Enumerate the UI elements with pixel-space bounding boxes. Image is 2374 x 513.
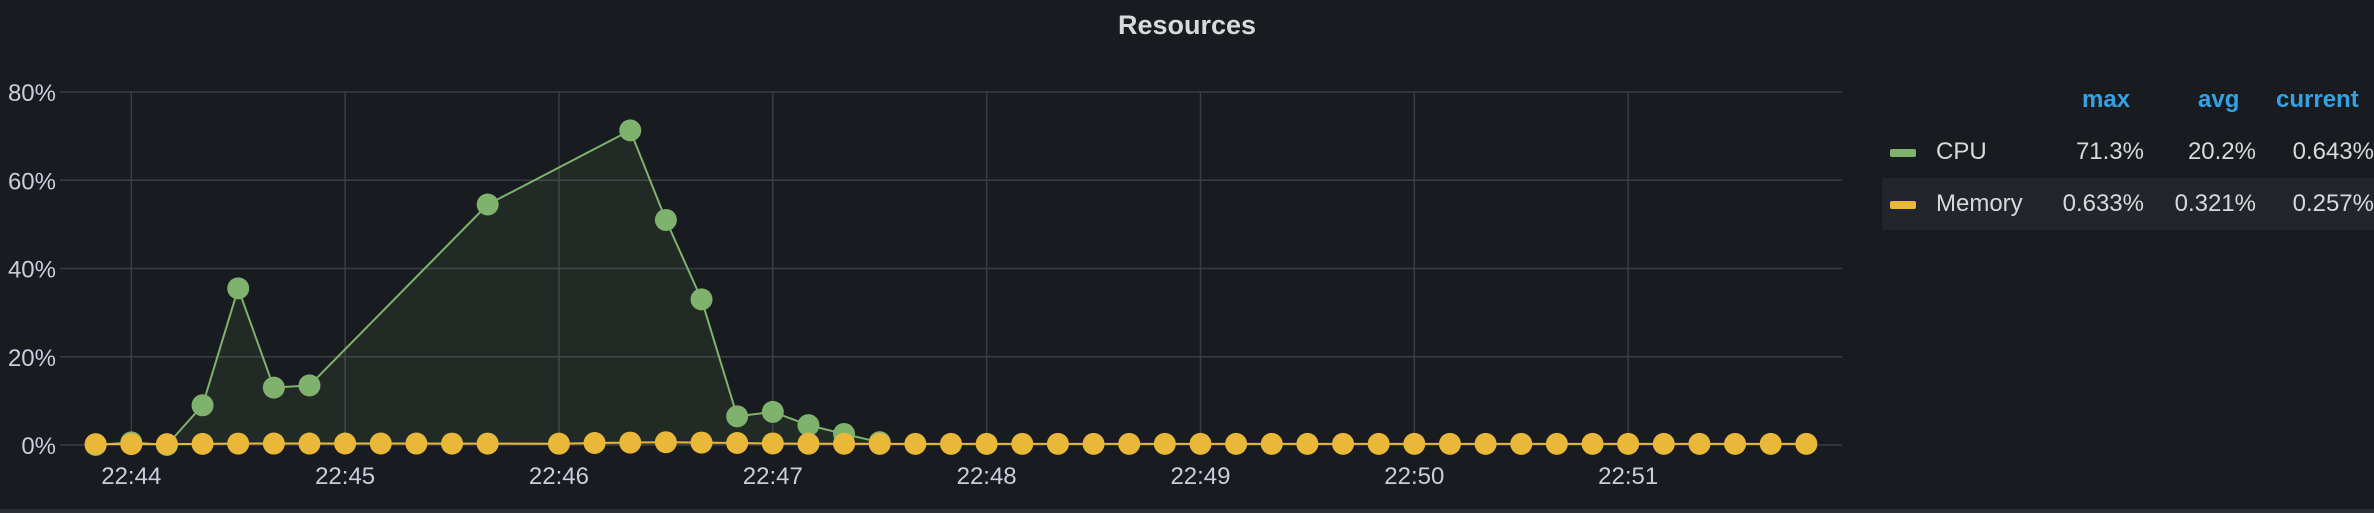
cpu-point: [690, 288, 713, 311]
memory-point: [191, 432, 214, 455]
y-tick-label: 40%: [8, 257, 56, 284]
panel-bottom-border: [0, 509, 2374, 513]
panel-title: Resources: [1117, 10, 1257, 40]
y-tick-label: 0%: [21, 433, 56, 460]
memory-point: [120, 433, 143, 456]
memory-point: [761, 432, 784, 455]
memory-point: [1046, 432, 1069, 455]
legend-header: max avg current: [1882, 86, 2374, 126]
x-tick-label: 22:48: [957, 463, 1017, 490]
memory-point: [441, 432, 464, 455]
memory-point: [1545, 432, 1568, 455]
memory-point: [1296, 432, 1319, 455]
legend-row-cpu[interactable]: CPU 71.3% 20.2% 0.643%: [1882, 126, 2374, 178]
cpu-point: [619, 119, 642, 142]
y-axis-ticks: 0% 20% 40% 60% 80%: [8, 80, 56, 460]
legend-value-max: 71.3%: [2075, 138, 2144, 165]
cpu-point: [654, 208, 677, 231]
legend-value-max: 0.633%: [2062, 190, 2144, 217]
memory-point: [84, 433, 107, 456]
x-tick-label: 22:44: [101, 463, 161, 490]
memory-point: [726, 432, 749, 455]
x-tick-label: 22:50: [1384, 463, 1444, 490]
memory-point: [654, 431, 677, 454]
grid: [60, 91, 1842, 446]
memory-point: [262, 432, 285, 455]
cpu-point: [726, 405, 749, 428]
legend-value-avg: 0.321%: [2174, 190, 2256, 217]
memory-point: [797, 432, 820, 455]
memory-point: [1581, 432, 1604, 455]
memory-point: [1759, 432, 1782, 455]
memory-point: [405, 432, 428, 455]
x-tick-label: 22:46: [529, 463, 589, 490]
memory-point: [1367, 432, 1390, 455]
memory-point: [583, 432, 606, 455]
legend-value-avg: 20.2%: [2187, 138, 2256, 165]
y-tick-label: 60%: [8, 168, 56, 195]
memory-point: [1011, 432, 1034, 455]
memory-point: [1688, 432, 1711, 455]
memory-point: [1438, 432, 1461, 455]
cpu-color-swatch: [1890, 149, 1916, 157]
memory-point: [904, 432, 927, 455]
legend-header-max[interactable]: max: [2082, 86, 2131, 113]
cpu-area: [95, 130, 880, 445]
memory-point: [975, 432, 998, 455]
memory-point: [690, 431, 713, 454]
legend-header-avg[interactable]: avg: [2198, 86, 2240, 113]
memory-point: [1082, 432, 1105, 455]
legend-header-current[interactable]: current: [2276, 86, 2359, 113]
cpu-point: [761, 400, 784, 423]
legend-table: max avg current CPU 71.3% 20.2% 0.643% M…: [1882, 86, 2374, 230]
x-tick-label: 22:47: [743, 463, 803, 490]
memory-point: [1403, 432, 1426, 455]
cpu-point: [298, 374, 321, 397]
memory-point: [227, 432, 250, 455]
legend-value-current: 0.257%: [2292, 190, 2374, 217]
memory-point: [476, 432, 499, 455]
legend-series-name[interactable]: Memory: [1936, 190, 2023, 217]
memory-point: [1118, 432, 1141, 455]
cpu-point: [191, 394, 214, 417]
memory-point: [1724, 432, 1747, 455]
memory-point: [940, 432, 962, 455]
cpu-point: [227, 277, 250, 300]
memory-point: [1510, 432, 1533, 455]
y-tick-label: 80%: [8, 80, 56, 107]
series-layer: [84, 119, 1818, 456]
memory-point: [369, 432, 392, 455]
memory-point: [1652, 432, 1675, 455]
memory-point: [547, 432, 570, 455]
memory-point: [1153, 432, 1176, 455]
cpu-point: [797, 414, 820, 437]
memory-color-swatch: [1890, 201, 1916, 209]
time-series-plot[interactable]: 0% 20% 40% 60% 80% 22:44 22:45 22:46 22:47 22:48…: [0, 0, 1860, 513]
memory-point: [833, 432, 856, 455]
memory-point: [1474, 432, 1497, 455]
legend-value-current: 0.643%: [2292, 138, 2374, 165]
memory-point: [1795, 432, 1818, 455]
legend-row-memory[interactable]: Memory 0.633% 0.321% 0.257%: [1882, 178, 2374, 230]
memory-point: [1617, 432, 1640, 455]
memory-point: [334, 432, 357, 455]
memory-point: [1332, 432, 1355, 455]
memory-point: [868, 432, 891, 455]
x-tick-label: 22:45: [315, 463, 375, 490]
legend-series-name[interactable]: CPU: [1936, 138, 1987, 165]
x-axis-ticks: 22:44 22:45 22:46 22:47 22:48 22:49 22:50 22:51: [101, 463, 1658, 490]
memory-point: [1225, 432, 1248, 455]
x-tick-label: 22:49: [1170, 463, 1230, 490]
memory-point: [298, 432, 321, 455]
cpu-point: [476, 193, 499, 216]
memory-point: [1260, 432, 1283, 455]
memory-point: [619, 431, 642, 454]
cpu-point: [262, 376, 285, 399]
x-tick-label: 22:51: [1598, 463, 1658, 490]
y-tick-label: 20%: [8, 345, 56, 372]
memory-point: [155, 433, 178, 456]
memory-point: [1189, 432, 1212, 455]
cpu-line: [95, 129, 880, 447]
